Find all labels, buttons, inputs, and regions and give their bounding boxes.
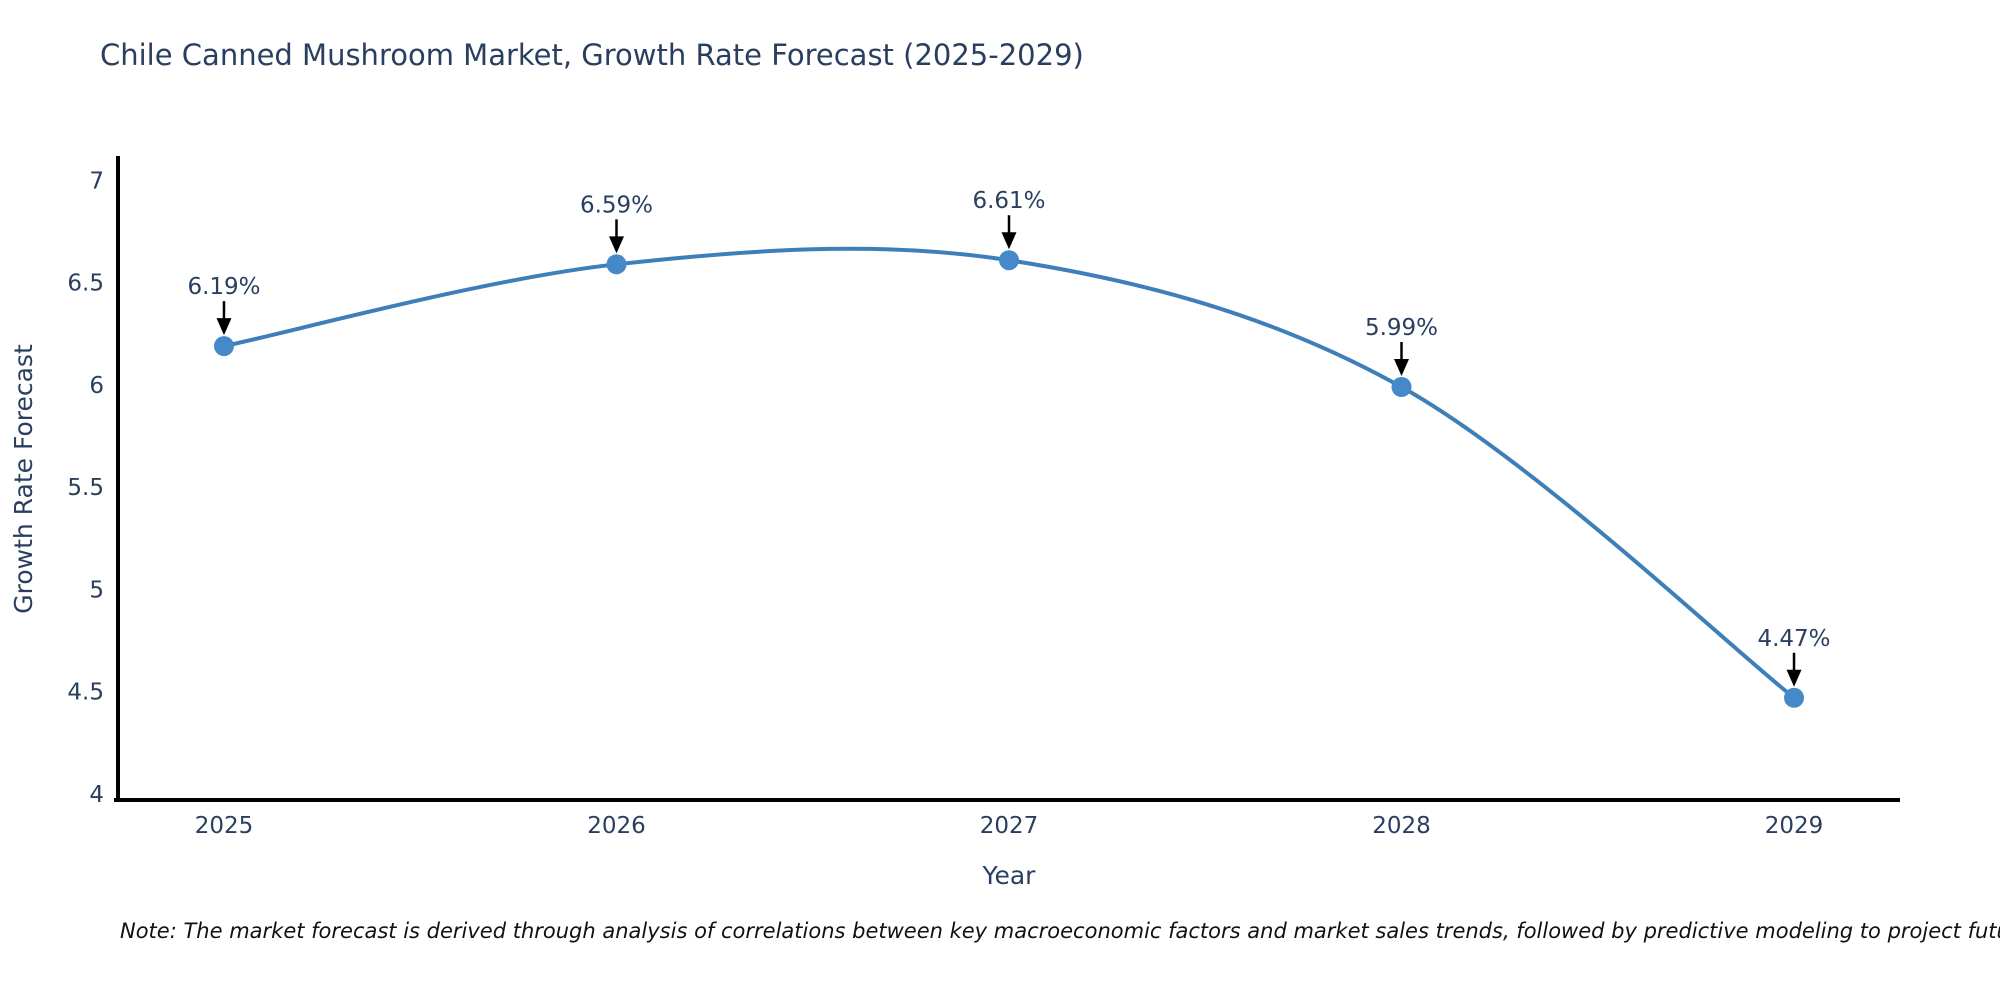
y-tick-label: 6: [89, 373, 104, 399]
chart-footnote: Note: The market forecast is derived thr…: [120, 919, 2000, 943]
y-tick-label: 5.5: [67, 475, 104, 501]
x-tick-label: 2028: [1372, 813, 1431, 839]
y-tick-label: 5: [89, 577, 104, 603]
data-point-marker: [606, 254, 627, 275]
point-value-label: 6.59%: [580, 192, 653, 218]
annotation-arrowhead-icon: [1786, 669, 1802, 687]
y-tick-label: 6.5: [67, 271, 104, 297]
x-tick-label: 2027: [980, 813, 1039, 839]
annotation-arrowhead-icon: [608, 236, 624, 254]
annotation-arrowhead-icon: [1001, 232, 1017, 250]
data-point-marker: [999, 250, 1019, 271]
point-value-label: 6.19%: [187, 274, 260, 300]
annotation-arrowhead-icon: [216, 318, 232, 336]
point-value-label: 4.47%: [1757, 626, 1830, 652]
chart-title: Chile Canned Mushroom Market, Growth Rat…: [100, 38, 1084, 72]
data-point-marker: [1784, 687, 1805, 708]
y-axis-title: Growth Rate Forecast: [9, 344, 38, 614]
x-tick-label: 2025: [195, 813, 254, 839]
y-tick-label: 7: [89, 168, 104, 194]
x-axis-title: Year: [982, 861, 1037, 890]
annotation-arrowhead-icon: [1394, 358, 1410, 376]
data-point-marker: [213, 336, 234, 357]
y-tick-label: 4: [89, 782, 104, 808]
x-tick-label: 2026: [587, 813, 646, 839]
point-value-label: 5.99%: [1365, 315, 1438, 341]
point-value-label: 6.61%: [972, 188, 1045, 214]
forecast-line: [223, 246, 1796, 700]
y-tick-label: 4.5: [67, 680, 104, 706]
x-tick-label: 2029: [1765, 813, 1824, 839]
data-point-marker: [1391, 376, 1412, 397]
